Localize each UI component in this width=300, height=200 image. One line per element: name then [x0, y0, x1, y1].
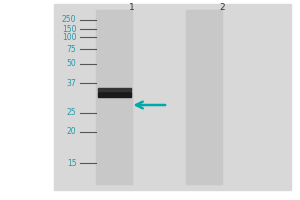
Text: 50: 50 [67, 60, 76, 68]
Bar [54, 4, 291, 190]
Text: 2: 2 [219, 2, 225, 11]
Text: 150: 150 [62, 24, 76, 33]
Bar [96, 10, 132, 184]
Text: 37: 37 [67, 78, 76, 88]
Text: 250: 250 [62, 16, 76, 24]
Text: 100: 100 [62, 32, 76, 42]
Text: 20: 20 [67, 128, 76, 136]
Bar [98, 92, 130, 97]
Bar [98, 88, 130, 91]
Bar [186, 10, 222, 184]
Text: 15: 15 [67, 158, 76, 167]
Text: 75: 75 [67, 45, 76, 53]
Text: 1: 1 [129, 2, 135, 11]
Text: 25: 25 [67, 108, 76, 117]
